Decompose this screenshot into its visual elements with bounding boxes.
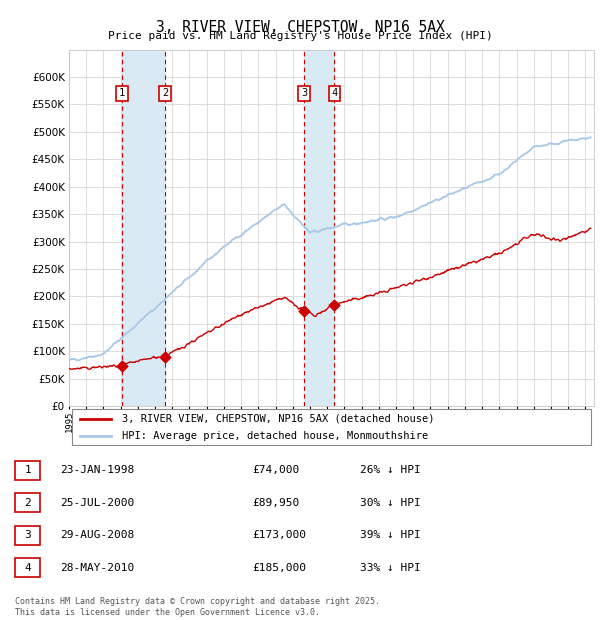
Text: 28-MAY-2010: 28-MAY-2010 — [60, 563, 134, 573]
Text: £185,000: £185,000 — [252, 563, 306, 573]
Text: 39% ↓ HPI: 39% ↓ HPI — [360, 530, 421, 540]
Text: 30% ↓ HPI: 30% ↓ HPI — [360, 498, 421, 508]
Bar — [304, 50, 334, 406]
Point — [299, 306, 309, 316]
Text: 4: 4 — [24, 563, 31, 573]
Text: 2: 2 — [24, 498, 31, 508]
Text: 1: 1 — [119, 89, 125, 99]
Text: HPI: Average price, detached house, Monmouthshire: HPI: Average price, detached house, Monm… — [121, 431, 428, 441]
Text: 3, RIVER VIEW, CHEPSTOW, NP16 5AX: 3, RIVER VIEW, CHEPSTOW, NP16 5AX — [155, 20, 445, 35]
Point — [329, 299, 339, 309]
Text: 29-AUG-2008: 29-AUG-2008 — [60, 530, 134, 540]
Point — [160, 352, 170, 361]
Text: £74,000: £74,000 — [252, 465, 299, 475]
Text: 4: 4 — [331, 89, 337, 99]
Text: Contains HM Land Registry data © Crown copyright and database right 2025.
This d: Contains HM Land Registry data © Crown c… — [15, 598, 380, 617]
Point — [117, 361, 127, 371]
Text: 26% ↓ HPI: 26% ↓ HPI — [360, 465, 421, 475]
Text: 3: 3 — [24, 530, 31, 540]
Text: 1: 1 — [24, 465, 31, 475]
Text: 2: 2 — [162, 89, 168, 99]
Text: 25-JUL-2000: 25-JUL-2000 — [60, 498, 134, 508]
FancyBboxPatch shape — [71, 409, 592, 445]
Text: 3: 3 — [301, 89, 307, 99]
Text: Price paid vs. HM Land Registry's House Price Index (HPI): Price paid vs. HM Land Registry's House … — [107, 31, 493, 41]
Text: 3, RIVER VIEW, CHEPSTOW, NP16 5AX (detached house): 3, RIVER VIEW, CHEPSTOW, NP16 5AX (detac… — [121, 414, 434, 423]
Text: 23-JAN-1998: 23-JAN-1998 — [60, 465, 134, 475]
Text: £89,950: £89,950 — [252, 498, 299, 508]
Text: 33% ↓ HPI: 33% ↓ HPI — [360, 563, 421, 573]
Text: £173,000: £173,000 — [252, 530, 306, 540]
Bar — [122, 50, 165, 406]
